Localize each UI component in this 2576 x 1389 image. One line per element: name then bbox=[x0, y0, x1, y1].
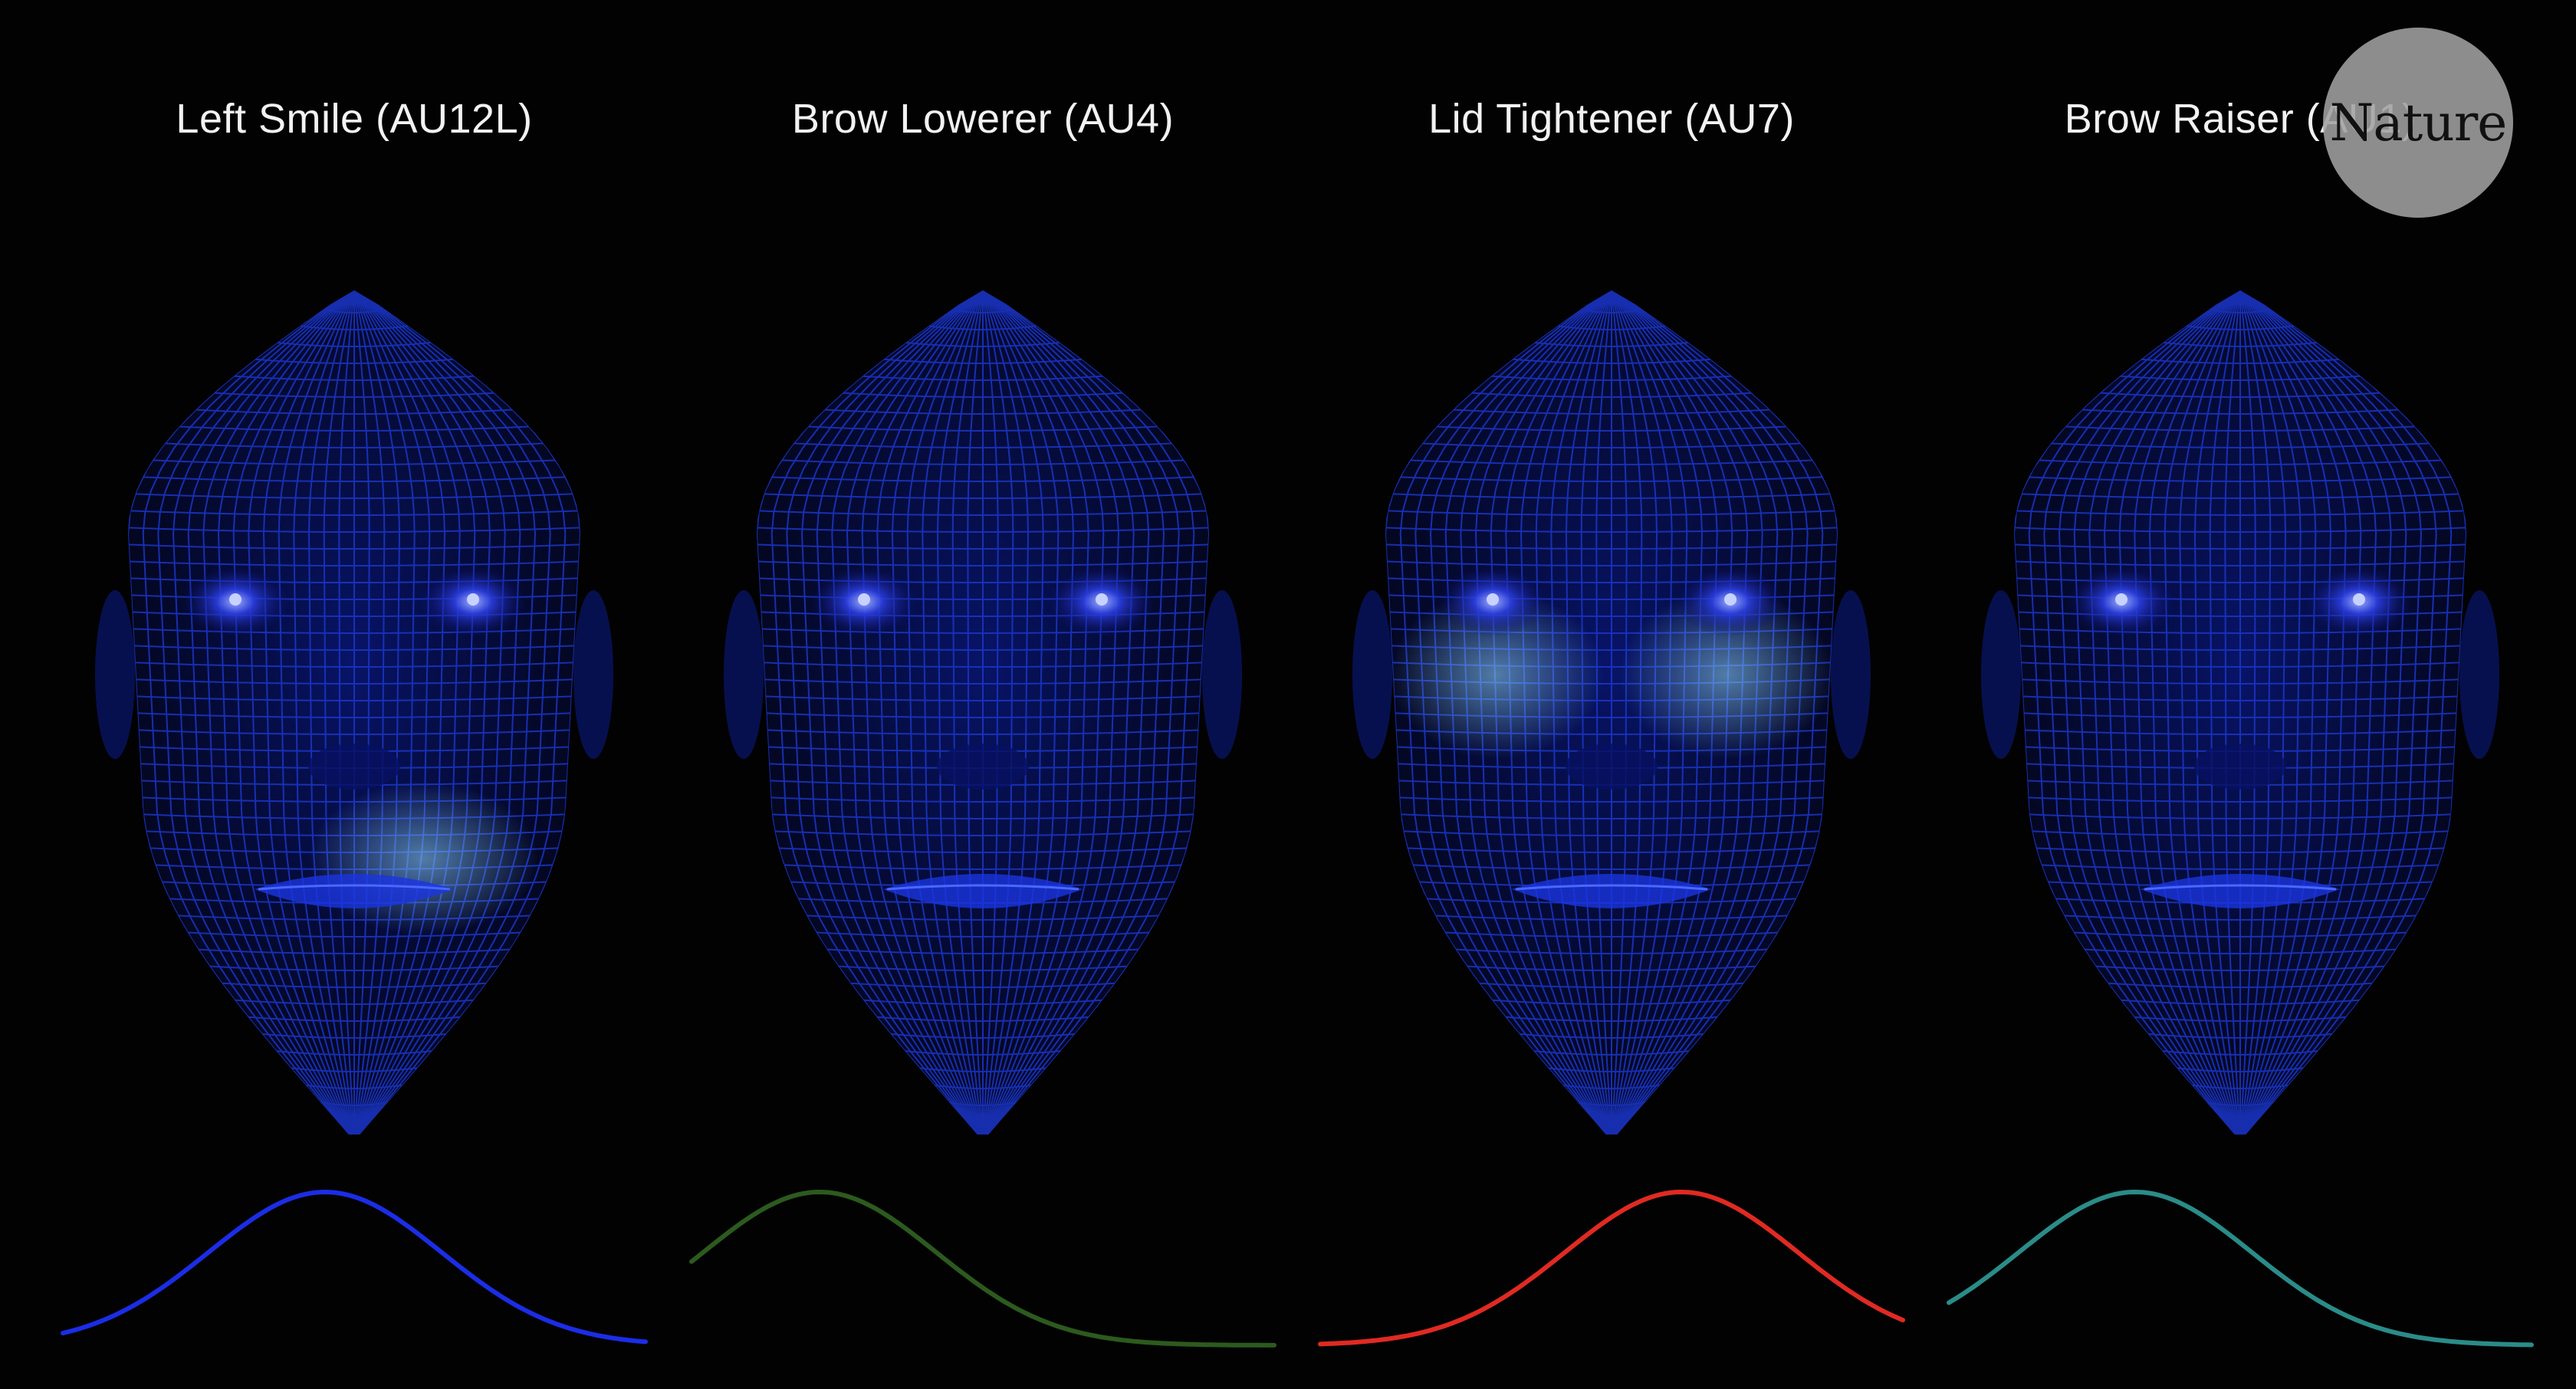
panel-title: Left Smile (AU12L) bbox=[176, 96, 533, 142]
nature-logo-text: Nature bbox=[2329, 93, 2508, 153]
wireframe-face bbox=[724, 276, 1242, 1135]
panel-brow-lowerer: Brow Lowerer (AU4) bbox=[669, 0, 1297, 1389]
panel-title: Lid Tightener (AU7) bbox=[1428, 96, 1795, 142]
panel-lid-tightener: Lid Tightener (AU7) bbox=[1297, 0, 1926, 1389]
activation-curve bbox=[689, 1189, 1276, 1348]
activation-curve bbox=[61, 1189, 648, 1345]
panel-title: Brow Lowerer (AU4) bbox=[791, 96, 1175, 142]
nature-logo-badge: Nature bbox=[2323, 28, 2513, 218]
activation-curve bbox=[1947, 1189, 2534, 1348]
panel-left-smile: Left Smile (AU12L) bbox=[40, 0, 669, 1389]
wireframe-face bbox=[95, 276, 613, 1135]
wireframe-face bbox=[1981, 276, 2499, 1135]
panel-brow-raiser: Brow Raiser (AU1) bbox=[1926, 0, 2555, 1389]
activation-curve bbox=[1318, 1189, 1905, 1347]
wireframe-face bbox=[1352, 276, 1871, 1135]
